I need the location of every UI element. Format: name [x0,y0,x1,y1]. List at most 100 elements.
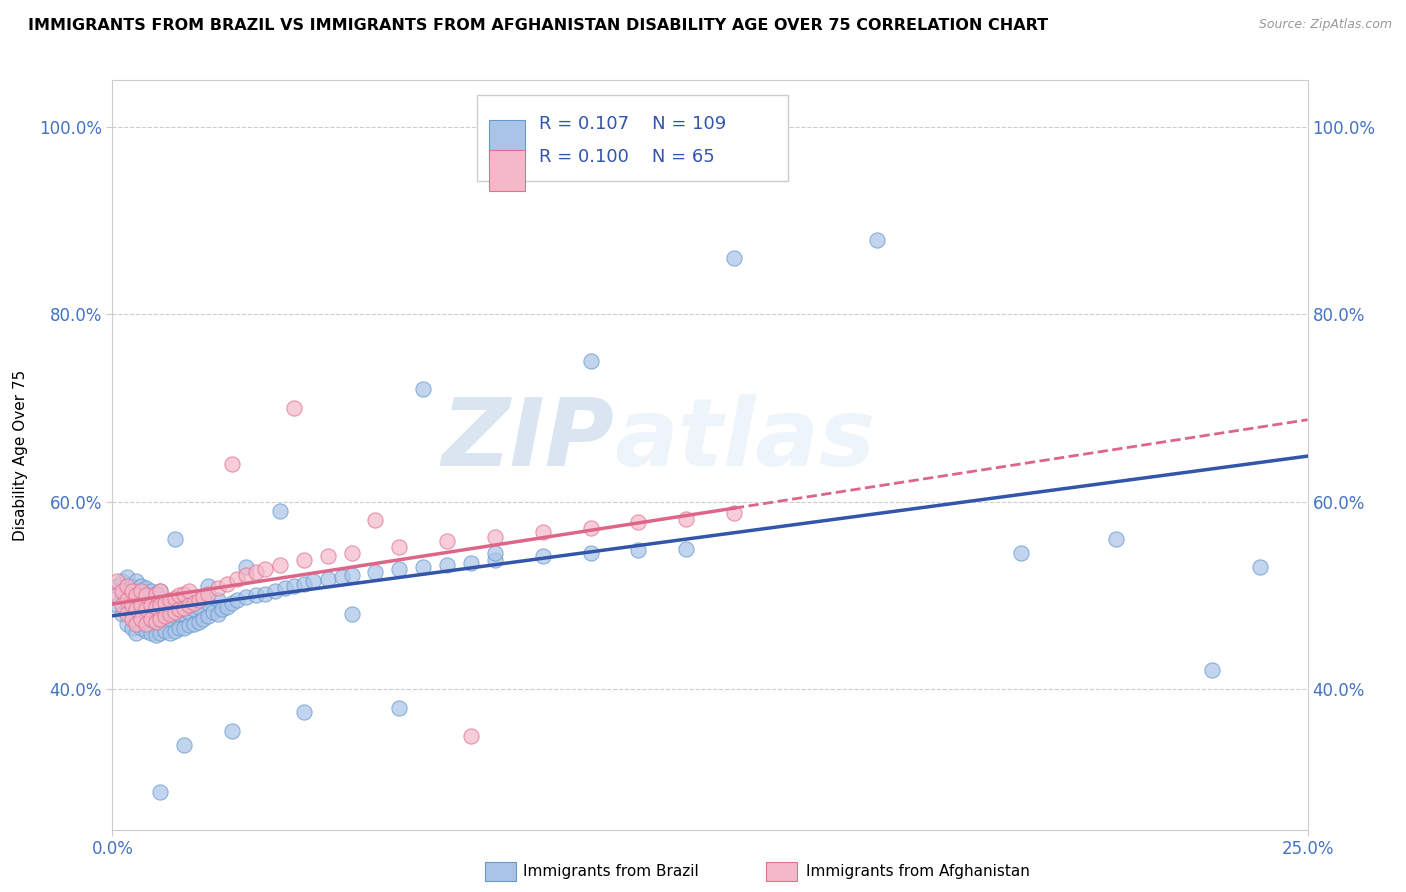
Point [145,628,167,642]
Point [105,589,128,603]
Point [225,593,247,607]
Text: Immigrants from Brazil: Immigrants from Brazil [523,864,699,879]
Point [125,602,148,616]
Point [135,581,157,595]
Point [139,626,162,640]
Point [135,624,157,638]
Point [436,534,458,549]
Point [254,586,277,600]
Point [211,602,233,616]
Point [579,354,602,368]
Point [217,599,239,614]
Point [388,562,411,576]
Point [221,457,243,471]
Point [388,701,411,715]
Point [460,729,482,743]
Point [129,607,152,622]
Point [245,589,267,603]
Point [273,581,295,595]
Point [111,607,134,622]
Point [316,572,339,586]
Point [436,558,458,572]
Point [264,583,287,598]
Point [129,583,152,598]
Point [292,553,315,567]
Point [283,401,305,416]
Point [149,612,172,626]
Point [183,616,205,631]
Point [283,579,305,593]
Point [197,596,219,610]
Point [129,612,152,626]
Point [145,586,167,600]
Point [173,593,195,607]
Text: IMMIGRANTS FROM BRAZIL VS IMMIGRANTS FROM AFGHANISTAN DISABILITY AGE OVER 75 COR: IMMIGRANTS FROM BRAZIL VS IMMIGRANTS FRO… [28,18,1049,33]
Point [163,596,186,610]
Point [149,583,172,598]
Point [412,560,434,574]
Point [159,598,181,612]
FancyBboxPatch shape [489,120,524,161]
Point [163,605,186,619]
Point [484,530,506,544]
Point [531,524,554,539]
Point [129,621,152,635]
Point [675,511,697,525]
Point [330,570,353,584]
Point [217,577,239,591]
Point [169,621,191,635]
Point [340,546,363,560]
Point [579,521,602,535]
Point [159,626,181,640]
Point [145,586,167,600]
Point [723,252,745,266]
Point [235,560,257,574]
Point [169,607,191,622]
Text: atlas: atlas [614,394,876,486]
Point [111,589,134,603]
Point [115,593,138,607]
Point [292,577,315,591]
Y-axis label: Disability Age Over 75: Disability Age Over 75 [13,369,28,541]
Point [1010,546,1032,560]
Point [149,598,172,612]
Point [121,607,143,622]
Point [163,609,186,624]
Point [121,579,143,593]
Point [163,591,186,606]
Point [125,589,148,603]
Point [207,593,229,607]
Point [269,504,291,518]
Point [723,506,745,520]
Point [145,599,167,614]
Point [159,607,181,622]
Point [135,602,157,616]
Point [173,600,195,615]
Point [484,546,506,560]
Point [149,583,172,598]
Point [201,605,224,619]
Point [177,598,200,612]
Point [121,593,143,607]
Point [115,616,138,631]
Point [129,579,152,593]
Point [173,586,195,600]
Point [135,596,157,610]
Point [235,567,257,582]
Point [207,607,229,622]
Point [187,593,209,607]
Point [207,581,229,595]
Point [177,605,200,619]
Point [125,574,148,589]
Point [302,574,325,589]
Point [125,612,148,626]
Point [269,558,291,573]
Point [221,724,243,739]
Point [169,593,191,607]
Point [139,612,162,626]
Text: R = 0.100    N = 65: R = 0.100 N = 65 [538,148,714,167]
Point [388,540,411,554]
Point [1105,532,1128,546]
Point [121,583,143,598]
Point [105,574,128,589]
